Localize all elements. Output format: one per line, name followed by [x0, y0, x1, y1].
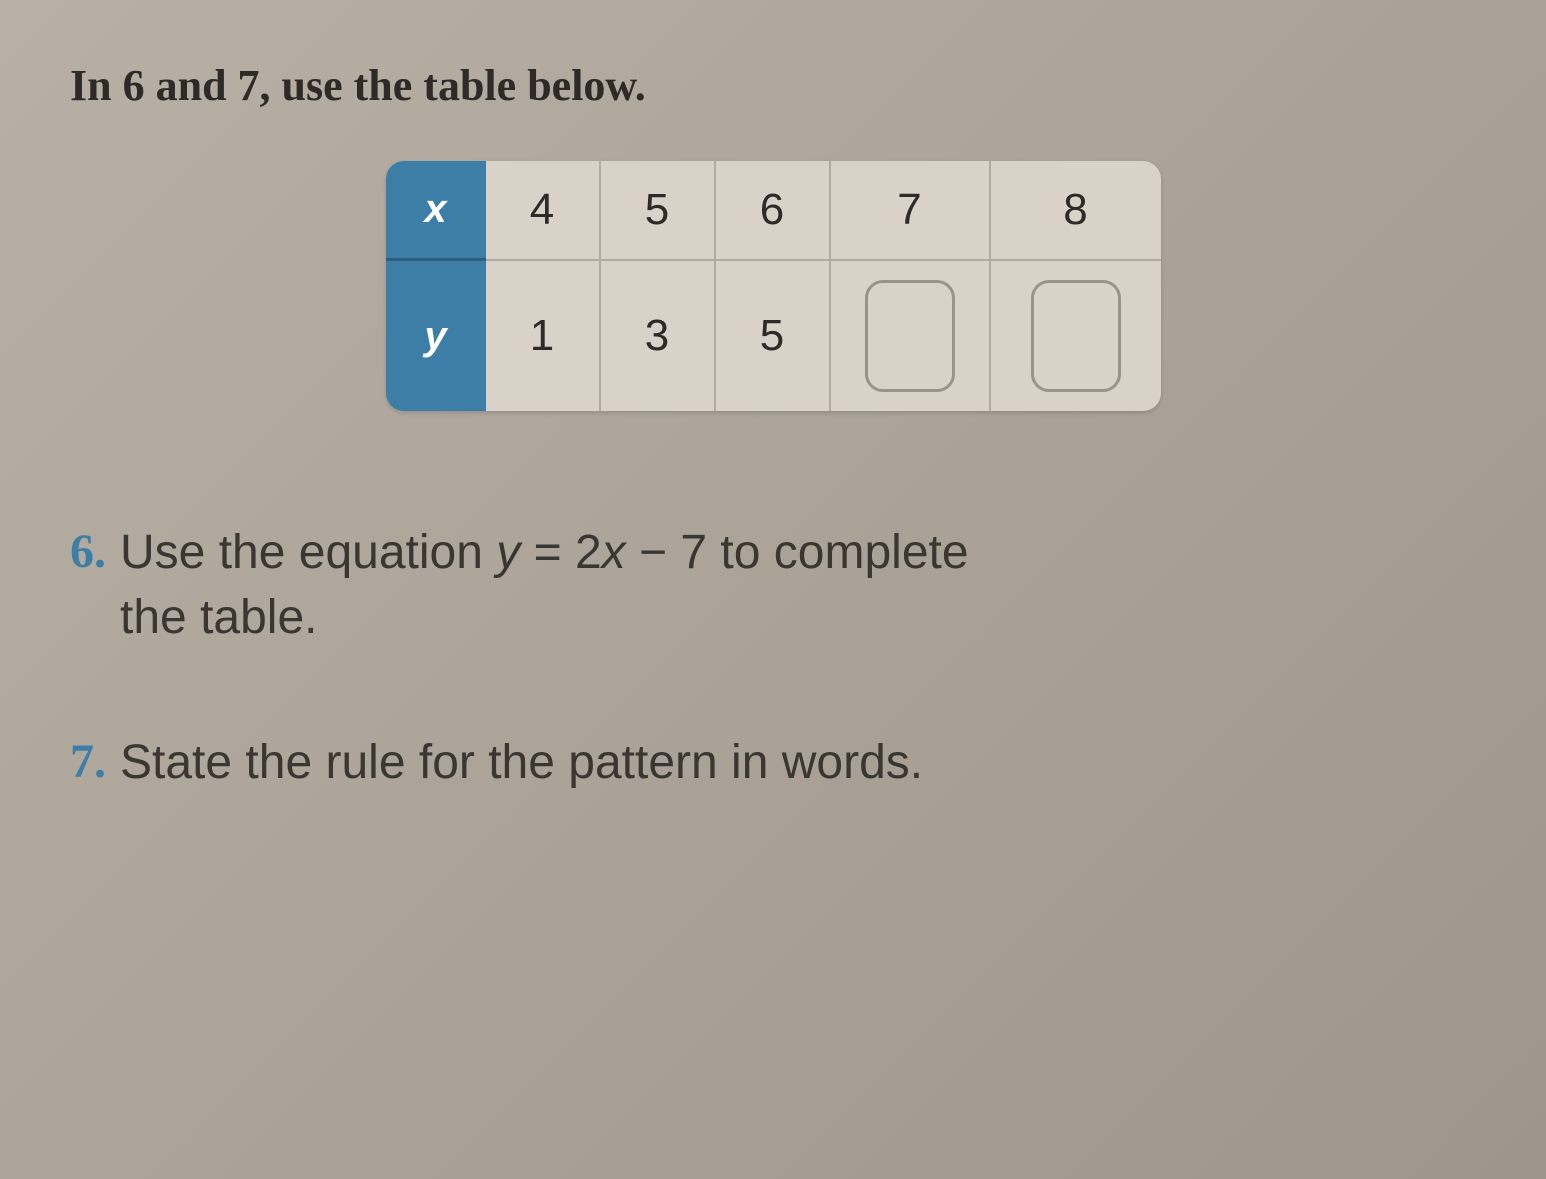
q6-y: y: [496, 526, 520, 579]
q7-number: 7.: [70, 731, 106, 793]
y-cell-1: 3: [601, 261, 716, 411]
x-cell-0: 4: [486, 161, 601, 261]
q6-text: Use the equation y = 2x − 7 to complete …: [120, 521, 969, 651]
x-cell-2: 6: [716, 161, 831, 261]
table-row-y: y 1 3 5: [386, 261, 1161, 411]
q7-text: State the rule for the pattern in words.: [120, 731, 923, 796]
x-cell-3: 7: [831, 161, 991, 261]
question-6: 6. Use the equation y = 2x − 7 to comple…: [70, 521, 1476, 651]
answer-box-2[interactable]: [1031, 280, 1121, 392]
q6-number: 6.: [70, 521, 106, 583]
y-cell-3[interactable]: [831, 261, 991, 411]
q6-mid: = 2: [520, 526, 601, 579]
q6-prefix: Use the equation: [120, 526, 496, 579]
table-row-x: x 4 5 6 7 8: [386, 161, 1161, 261]
xy-table: x 4 5 6 7 8 y 1 3 5: [386, 161, 1161, 411]
table-container: x 4 5 6 7 8 y 1 3 5: [70, 161, 1476, 411]
y-header: y: [386, 261, 486, 411]
answer-box-1[interactable]: [865, 280, 955, 392]
question-7: 7. State the rule for the pattern in wor…: [70, 731, 1476, 796]
instruction-heading: In 6 and 7, use the table below.: [70, 60, 1476, 111]
y-cell-2: 5: [716, 261, 831, 411]
y-cell-4[interactable]: [991, 261, 1161, 411]
q6-end: − 7 to complete: [626, 526, 969, 579]
x-header: x: [386, 161, 486, 261]
x-cell-4: 8: [991, 161, 1161, 261]
q6-x: x: [602, 526, 626, 579]
q6-line2: the table.: [120, 591, 317, 644]
x-cell-1: 5: [601, 161, 716, 261]
y-cell-0: 1: [486, 261, 601, 411]
